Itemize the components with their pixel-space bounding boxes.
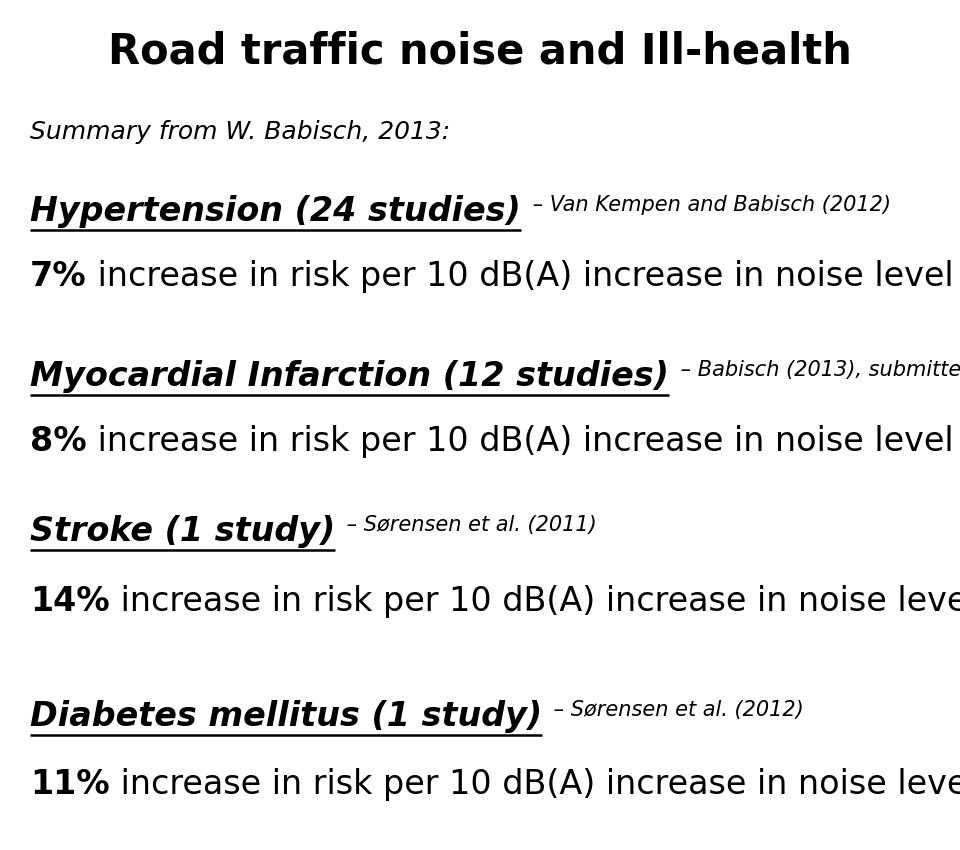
Text: increase in risk per 10 dB(A) increase in noise level: increase in risk per 10 dB(A) increase i… [109, 585, 960, 618]
Text: – Van Kempen and Babisch (2012): – Van Kempen and Babisch (2012) [526, 195, 891, 215]
Text: – Sørensen et al. (2011): – Sørensen et al. (2011) [340, 515, 597, 535]
Text: increase in risk per 10 dB(A) increase in noise level: increase in risk per 10 dB(A) increase i… [86, 260, 953, 293]
Text: 14%: 14% [30, 585, 109, 618]
Text: 11%: 11% [30, 768, 109, 801]
Text: 7%: 7% [30, 260, 86, 293]
Text: Hypertension (24 studies): Hypertension (24 studies) [30, 195, 520, 228]
Text: increase in risk per 10 dB(A) increase in noise level: increase in risk per 10 dB(A) increase i… [109, 768, 960, 801]
Text: – Sørensen et al. (2012): – Sørensen et al. (2012) [547, 700, 804, 720]
Text: Summary from W. Babisch, 2013:: Summary from W. Babisch, 2013: [30, 120, 450, 144]
Text: Myocardial Infarction (12 studies): Myocardial Infarction (12 studies) [30, 360, 669, 393]
Text: Diabetes mellitus (1 study): Diabetes mellitus (1 study) [30, 700, 542, 733]
Text: 8%: 8% [30, 425, 86, 458]
Text: Stroke (1 study): Stroke (1 study) [30, 515, 335, 548]
Text: increase in risk per 10 dB(A) increase in noise level: increase in risk per 10 dB(A) increase i… [86, 425, 953, 458]
Text: – Babisch (2013), submitted: – Babisch (2013), submitted [674, 360, 960, 380]
Text: Road traffic noise and Ill-health: Road traffic noise and Ill-health [108, 30, 852, 72]
